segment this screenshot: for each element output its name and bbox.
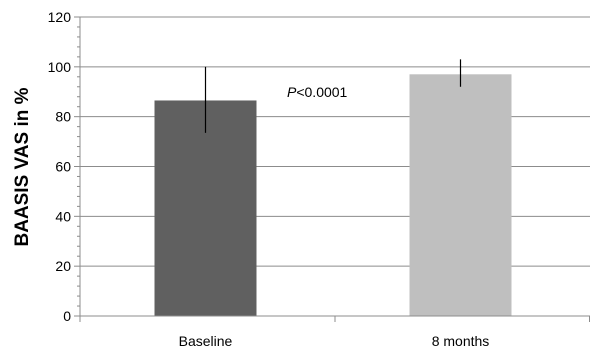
y-axis-title: BAASIS VAS in %: [12, 87, 33, 246]
p-value-italic: P: [287, 84, 297, 100]
p-value-annotation: P<0.0001: [287, 84, 348, 100]
y-tick-label-120: 120: [48, 9, 72, 25]
x-category-labels: Baseline 8 months: [179, 333, 490, 349]
y-tick-labels: 0 20 40 60 80 100 120: [48, 9, 72, 324]
bar-1: [409, 74, 512, 316]
y-tick-label-0: 0: [63, 308, 71, 324]
bars: [154, 74, 512, 317]
y-tick-label-40: 40: [55, 208, 71, 224]
y-tick-label-100: 100: [48, 59, 72, 75]
bar-0: [154, 100, 257, 317]
x-category-label-0: Baseline: [179, 333, 233, 349]
y-tick-label-60: 60: [55, 159, 71, 175]
y-tick-label-20: 20: [55, 258, 71, 274]
error-bars: [204, 59, 462, 133]
p-value-text: <0.0001: [296, 84, 347, 100]
y-tick-label-80: 80: [55, 109, 71, 125]
x-category-label-1: 8 months: [432, 333, 490, 349]
axes: [74, 16, 590, 322]
